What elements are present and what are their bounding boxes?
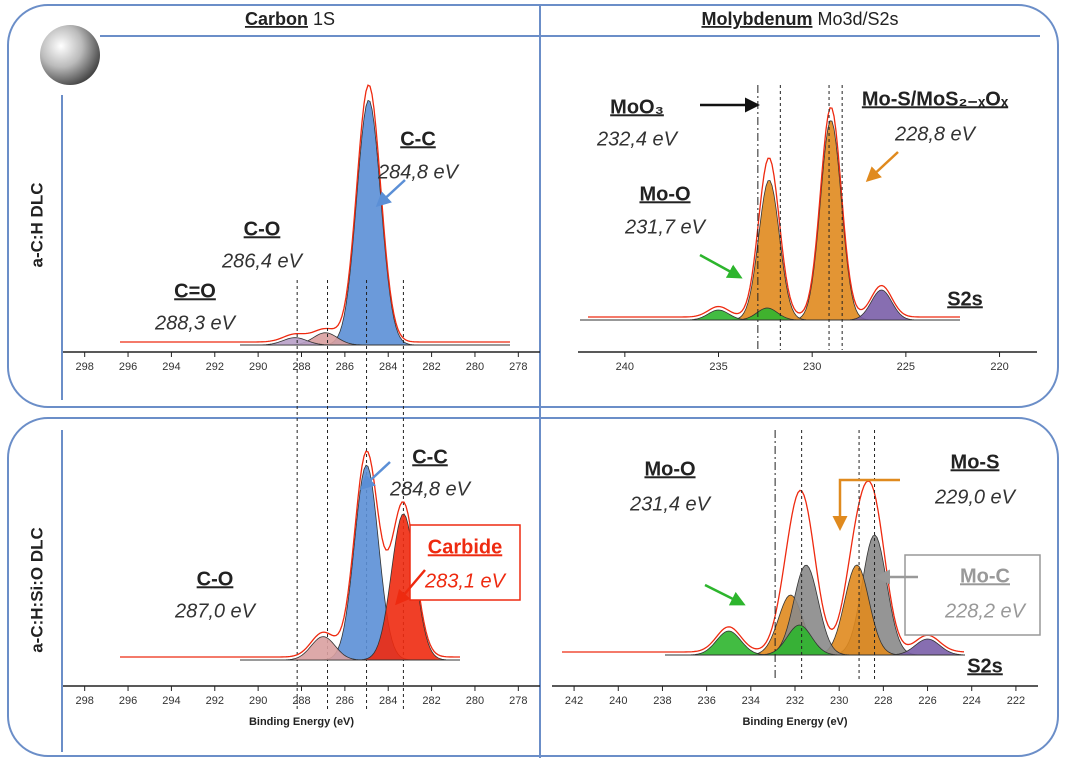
peak <box>580 180 960 321</box>
x-tick-label: 292 <box>206 361 224 373</box>
peak-energy: 232,4 eV <box>596 128 679 150</box>
peak-energy: 283,1 eV <box>424 570 507 592</box>
x-tick-label: 278 <box>509 695 527 707</box>
arrow <box>832 478 900 531</box>
annotation-box <box>904 554 1041 636</box>
arrow <box>865 151 899 183</box>
x-tick-label: 280 <box>466 361 484 373</box>
peak-energy: 284,8 eV <box>377 161 460 183</box>
peak-energy: 286,4 eV <box>221 250 304 272</box>
peak-label: C-C <box>400 128 436 150</box>
peak <box>240 337 510 346</box>
x-tick-label: 282 <box>422 361 440 373</box>
peak-label: C-O <box>244 218 281 240</box>
header-bold: Carbon <box>245 9 308 29</box>
header-bold: Molybdenum <box>701 9 812 29</box>
x-tick-label: 284 <box>379 361 397 373</box>
x-tick-label: 235 <box>709 361 727 373</box>
peak <box>240 99 510 346</box>
x-tick-label: 290 <box>249 695 267 707</box>
x-tick-label: 240 <box>616 361 634 373</box>
x-tick-label: 288 <box>292 361 310 373</box>
peak <box>240 636 460 661</box>
x-tick-label: 290 <box>249 361 267 373</box>
arrow <box>359 461 391 491</box>
peak-label: C-C <box>412 446 448 468</box>
x-tick-label: 220 <box>990 361 1008 373</box>
x-tick-label: 238 <box>653 695 671 707</box>
peak-label: Mo-S/MoS₂₋ₓOₓ <box>862 88 1009 110</box>
peak-energy: 231,4 eV <box>629 493 712 515</box>
peak-energy: 228,8 eV <box>894 123 977 145</box>
row-label: a-C:H:Si:O DLC <box>27 527 46 653</box>
row-box <box>7 4 1059 408</box>
x-tick-label: 294 <box>162 361 180 373</box>
x-tick-label: 294 <box>162 695 180 707</box>
x-tick-label: 232 <box>786 695 804 707</box>
arrow <box>395 569 426 606</box>
x-tick-label: 298 <box>76 361 94 373</box>
x-tick-label: 280 <box>466 695 484 707</box>
x-tick-label: 226 <box>918 695 936 707</box>
x-tick-label: 284 <box>379 695 397 707</box>
peak <box>580 289 960 321</box>
peak <box>664 638 966 656</box>
x-axis-label: Binding Energy (eV) <box>249 716 354 728</box>
x-tick-label: 282 <box>422 695 440 707</box>
envelope <box>562 480 965 653</box>
x-tick-label: 222 <box>1007 695 1025 707</box>
peak-label: S2s <box>967 655 1003 677</box>
x-tick-label: 225 <box>897 361 915 373</box>
peak-label: C=O <box>174 280 216 302</box>
x-tick-label: 234 <box>742 695 760 707</box>
x-tick-label: 242 <box>565 695 583 707</box>
x-tick-label: 296 <box>119 361 137 373</box>
x-tick-label: 236 <box>697 695 715 707</box>
x-tick-label: 278 <box>509 361 527 373</box>
annotation-box <box>409 524 521 601</box>
row-label: a-C:H DLC <box>27 183 46 268</box>
envelope <box>120 450 461 658</box>
x-tick-label: 224 <box>963 695 981 707</box>
x-axis-label: Binding Energy (eV) <box>742 716 847 728</box>
row-box <box>7 417 1059 757</box>
peak-label: Mo-O <box>639 183 690 205</box>
x-tick-label: 230 <box>830 695 848 707</box>
x-tick-label: 298 <box>76 695 94 707</box>
peak-energy: 228,2 eV <box>944 600 1027 622</box>
arrow <box>704 583 746 606</box>
x-tick-label: 228 <box>874 695 892 707</box>
header-text: 1S <box>313 9 335 29</box>
peak-energy: 288,3 eV <box>154 312 237 334</box>
peak-label: S2s <box>947 288 983 310</box>
x-tick-label: 296 <box>119 695 137 707</box>
peak-energy: 231,7 eV <box>624 216 707 238</box>
peak-label: MoO₃ <box>610 96 664 118</box>
peak-label: C-O <box>197 568 234 590</box>
peak-energy: 287,0 eV <box>174 600 257 622</box>
column-header: Molybdenum Mo3d/S2s <box>701 9 898 29</box>
ball-icon <box>40 25 100 85</box>
x-tick-label: 230 <box>803 361 821 373</box>
x-tick-label: 286 <box>336 361 354 373</box>
x-tick-label: 240 <box>609 695 627 707</box>
envelope <box>588 107 960 318</box>
x-tick-label: 288 <box>292 695 310 707</box>
envelope <box>120 84 510 343</box>
peak-label: Carbide <box>428 536 502 558</box>
x-tick-label: 286 <box>336 695 354 707</box>
peak-label: Mo-O <box>644 458 695 480</box>
peak-label: Mo-S <box>951 451 1000 473</box>
peak-label: Mo-C <box>960 565 1010 587</box>
arrow <box>699 253 743 279</box>
peak-energy: 284,8 eV <box>389 478 472 500</box>
x-tick-label: 292 <box>206 695 224 707</box>
column-header: Carbon 1S <box>245 9 335 29</box>
arrow <box>375 179 406 208</box>
peak-energy: 229,0 eV <box>934 486 1017 508</box>
header-text: Mo3d/S2s <box>817 9 898 29</box>
